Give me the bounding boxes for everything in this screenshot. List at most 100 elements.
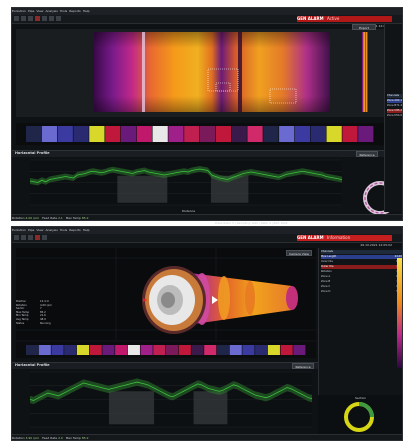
camera-view-button[interactable]: Camera View <box>286 250 312 256</box>
reference-block <box>193 391 228 425</box>
side-header: Channels <box>387 94 402 98</box>
channel-row-value: 24.00 <box>394 255 402 258</box>
toolbar-icon[interactable] <box>42 16 47 21</box>
channel-row-value: 85.2 <box>396 109 402 112</box>
record-icon[interactable] <box>35 235 40 240</box>
info-value: 4.00 rpm <box>40 303 52 307</box>
menu-item[interactable]: Analysis <box>45 228 58 232</box>
info-value: Running <box>40 321 51 325</box>
menu-item[interactable]: View <box>36 228 44 232</box>
toolbar-icon[interactable] <box>21 235 26 240</box>
feed-label: Feed Rate <box>42 216 58 220</box>
pipe-segment <box>64 345 77 355</box>
info-row: Avg Temp 48.9 <box>16 318 52 322</box>
toolbar-icon[interactable] <box>14 235 19 240</box>
pipe-segment <box>280 345 293 355</box>
info-row: Max Temp 85.2 <box>16 311 52 315</box>
menu-item[interactable]: Help <box>82 228 90 232</box>
pipe-segment <box>105 126 121 142</box>
menu-item[interactable]: Reports <box>69 228 81 232</box>
reference-button[interactable]: Reference <box>356 151 378 157</box>
pipe-segment <box>242 345 255 355</box>
channel-row[interactable]: Zone A62.1 <box>321 275 402 279</box>
alarm-title: GEN ALARM <box>297 235 324 240</box>
reference-button[interactable]: Reference <box>292 363 314 369</box>
rotation-value: 3.90 rpm <box>25 436 40 440</box>
pipe-segment <box>89 345 102 355</box>
ring-view-icon[interactable] <box>341 399 377 435</box>
status-bar: Rotation 3.90 rpm Feed Rate 2.0 Max Temp… <box>12 434 402 440</box>
pipe-segment-strip[interactable] <box>16 123 384 145</box>
alarm-subtitle: Active <box>326 16 340 21</box>
export-button[interactable]: Export <box>352 24 376 30</box>
toolbar-icon[interactable] <box>42 235 47 240</box>
pipe-segment <box>26 126 42 142</box>
channel-row[interactable]: Pipe Length 24.00 <box>321 255 402 259</box>
channel-row[interactable]: Zone B71.4 <box>321 280 402 284</box>
bottom-toolbar <box>12 234 402 243</box>
pipe-segment <box>184 126 200 142</box>
record-icon[interactable] <box>35 16 40 21</box>
menu-item[interactable]: Analysis <box>45 9 58 13</box>
channel-row[interactable]: Zone C85.2 <box>321 285 402 289</box>
menu-item[interactable]: Reports <box>69 9 81 13</box>
info-key: Position <box>16 300 27 303</box>
top-toolbar <box>12 15 402 24</box>
menu-item[interactable]: Tools <box>59 9 68 13</box>
pipe-segment-strip[interactable] <box>16 342 316 358</box>
profile-title: Horizontal Profile <box>15 363 50 367</box>
pipe-3d-view[interactable]: Camera View <box>16 248 316 340</box>
toolbar-icon[interactable] <box>28 235 33 240</box>
horizontal-profile-chart[interactable] <box>16 369 316 431</box>
pipe-3d-render[interactable] <box>16 248 316 340</box>
rotation-label: Rotation <box>12 436 25 440</box>
pipe-segment <box>136 126 152 142</box>
pipe-segment <box>263 126 279 142</box>
toolbar-icon[interactable] <box>56 16 61 21</box>
menu-item[interactable]: Help <box>82 9 90 13</box>
pipe-segment <box>73 126 89 142</box>
reference-block <box>108 391 155 425</box>
bottom-menu-bar: Evolution Pipe View Analysis Tools Reports Hel… <box>12 227 402 234</box>
bottom-application-window: Evolution Pipe View Analysis Tools Reports Hel… <box>11 226 403 441</box>
menu-item[interactable]: Pipe <box>28 9 35 13</box>
channel-row[interactable]: Zone D54.0 <box>321 290 402 294</box>
channel-row[interactable]: Outer Dia1.10 <box>321 265 402 269</box>
menu-item[interactable]: Evolution <box>12 9 26 13</box>
max-value: 85.2 <box>81 436 89 440</box>
pipe-segment <box>342 126 358 142</box>
horizontal-profile-chart[interactable] <box>16 157 346 209</box>
channel-row-label: Inner Dia <box>321 260 333 263</box>
pipe-segment <box>204 345 217 355</box>
channel-row-label: Zone D <box>387 114 397 117</box>
menu-item[interactable]: View <box>36 9 44 13</box>
menu-item[interactable]: Pipe <box>28 228 35 232</box>
toolbar-icon[interactable] <box>14 16 19 21</box>
thermal-image[interactable] <box>16 29 384 117</box>
channel-row[interactable]: Inner Dia0.82 <box>321 260 402 264</box>
toolbar-icon[interactable] <box>49 16 54 21</box>
toolbar-icon[interactable] <box>28 16 33 21</box>
pipe-segment <box>140 345 153 355</box>
info-value: 85.2 <box>40 310 46 314</box>
toolbar-icon[interactable] <box>21 16 26 21</box>
side-header: Channels <box>321 250 402 254</box>
info-key: Min Temp <box>16 314 29 318</box>
rotation-label: Rotation <box>12 216 25 220</box>
menu-item[interactable]: Tools <box>59 228 68 232</box>
pipe-segment <box>358 126 374 142</box>
pipe-segment <box>153 345 166 355</box>
pipe-segment <box>152 126 168 142</box>
channel-row-label: Pipe Length <box>321 255 337 258</box>
menu-item[interactable]: Evolution <box>12 228 26 232</box>
thermal-image-panel: Export <box>16 24 384 117</box>
profile-line <box>29 168 343 183</box>
status-bar: Rotation 4.00 rpm Feed Rate 2.1 Max Temp… <box>12 214 402 220</box>
pipe-segment <box>293 345 306 355</box>
